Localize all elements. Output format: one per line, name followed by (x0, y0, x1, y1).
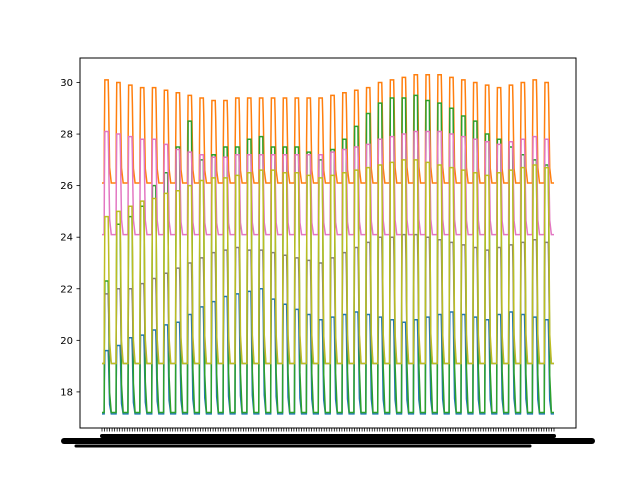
y-tick-label: 24 (60, 233, 73, 244)
y-tick-label: 20 (60, 336, 73, 347)
y-axis-ticks: 18 20 22 24 26 28 30 (60, 78, 80, 398)
x-axis-ticks (61, 428, 595, 448)
plot-frame (79, 57, 577, 429)
series-line-6 (102, 159, 554, 365)
y-tick-label: 28 (60, 130, 73, 141)
y-tick-label: 30 (60, 78, 73, 89)
series-layer (102, 74, 554, 415)
y-tick-label: 18 (60, 387, 73, 398)
y-tick-label: 26 (60, 181, 73, 192)
y-tick-label: 22 (60, 284, 73, 295)
